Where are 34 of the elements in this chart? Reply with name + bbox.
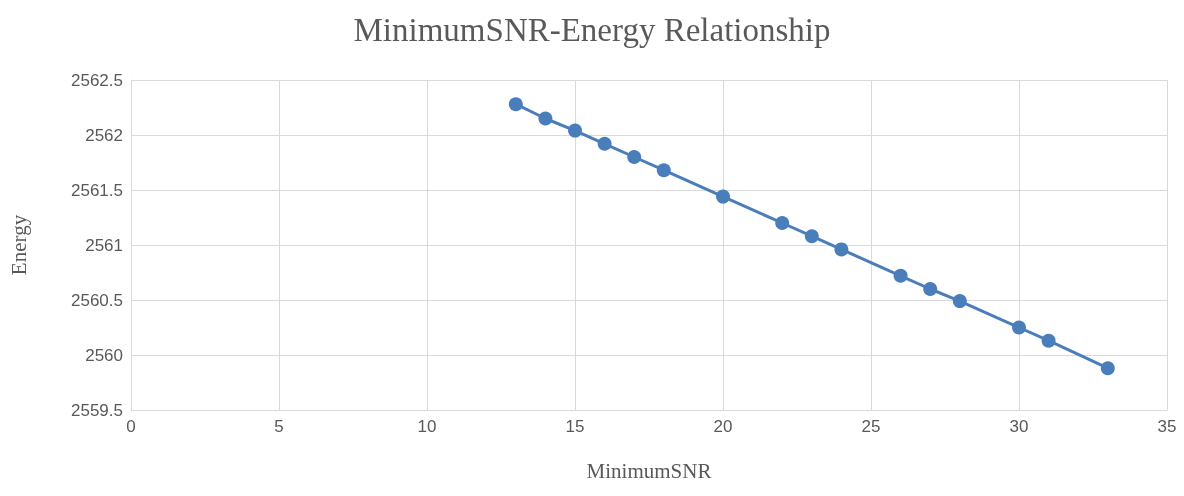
point (568, 123, 582, 138)
y-tick-label: 2562 (85, 125, 123, 145)
x-axis-title: MinimumSNR (586, 458, 712, 483)
y-tick-label: 2559.5 (71, 400, 123, 420)
y-tick-label: 2562.5 (71, 70, 123, 90)
x-tick-label: 20 (713, 417, 733, 436)
point (1012, 320, 1026, 335)
point (656, 163, 671, 178)
y-tick-label: 2560 (85, 345, 123, 365)
point (538, 111, 553, 126)
point (1041, 333, 1056, 348)
x-tick-label: 35 (1157, 417, 1177, 436)
x-tick-label: 30 (1009, 417, 1029, 436)
point (804, 229, 819, 244)
y-axis-title: Energy (6, 214, 31, 276)
y-tick-label: 2561.5 (71, 180, 123, 200)
point (508, 97, 523, 112)
point (1100, 361, 1115, 376)
y-tick-label: 2560.5 (71, 290, 123, 310)
point (952, 294, 967, 309)
x-tick-label: 25 (861, 417, 881, 436)
point (597, 136, 612, 151)
x-tick-label: 10 (417, 417, 437, 436)
x-tick-label: 0 (126, 417, 136, 436)
x-tick-label: 5 (274, 417, 284, 436)
point (834, 242, 849, 257)
y-tick-label: 2561 (85, 235, 123, 255)
point (775, 216, 790, 230)
point (923, 282, 938, 296)
chart-title: MinimumSNR-Energy Relationship (353, 11, 831, 48)
point (716, 189, 730, 204)
point (893, 268, 908, 283)
x-tick-label: 15 (565, 417, 585, 436)
point (627, 150, 642, 164)
